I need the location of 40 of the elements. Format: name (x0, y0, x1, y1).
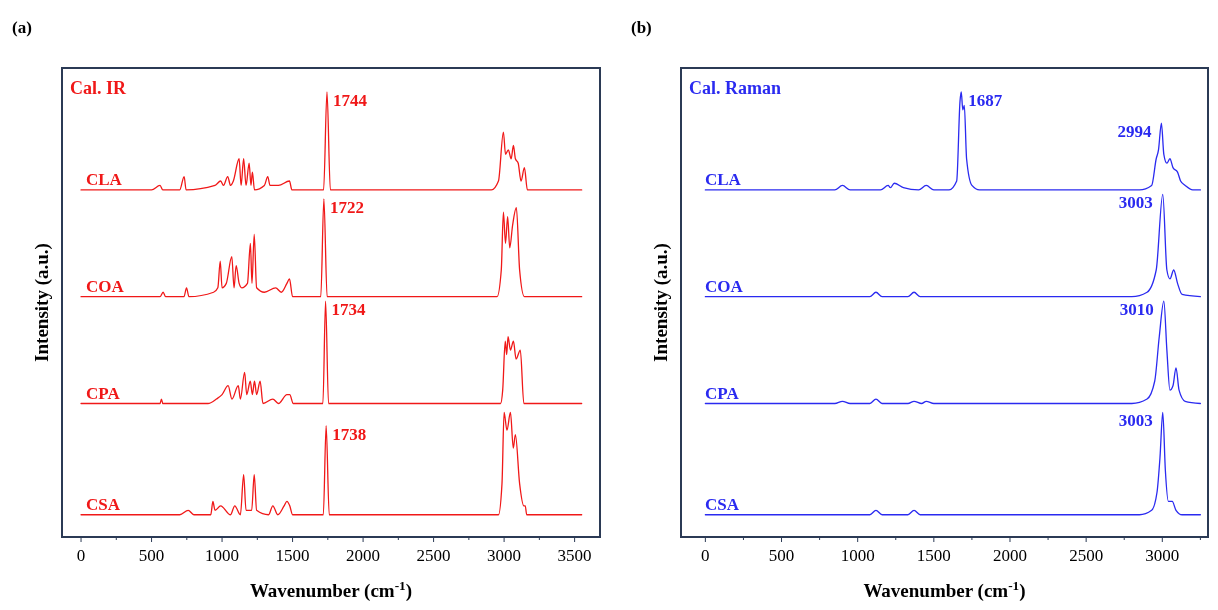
series-label: CSA (86, 494, 121, 514)
series-label: CPA (86, 383, 121, 403)
annotation: 3003 (1118, 193, 1153, 213)
x-axis-title: Wavenumber (cm$^{-1}$) (249, 577, 413, 602)
annotation: 1687 (968, 91, 1003, 110)
series-label: COA (705, 276, 744, 296)
annotation: 1734 (331, 300, 367, 320)
annotation: 1722 (329, 197, 364, 217)
y-axis-title: Intensity (a.u.) (31, 243, 53, 362)
x-tick-label: 1500 (916, 546, 951, 565)
x-tick-label: 500 (138, 546, 165, 565)
x-tick-label: 500 (768, 546, 795, 565)
x-tick-label: 0 (701, 546, 710, 565)
x-tick-label: 3000 (1145, 546, 1180, 565)
annotation: Cal. Raman (689, 78, 782, 98)
series-label: CLA (705, 169, 742, 189)
chart-title: (b) (631, 18, 652, 37)
series-label: CSA (705, 494, 740, 514)
annotation: 1744 (332, 91, 368, 110)
x-tick-label: 0 (76, 546, 86, 565)
annotation: 1738 (332, 424, 367, 444)
x-tick-label: 1000 (840, 546, 875, 565)
x-tick-label: 2500 (416, 546, 451, 565)
x-tick-label: 3500 (557, 546, 592, 565)
x-tick-label: 2000 (992, 546, 1027, 565)
x-axis-title: Wavenumber (cm$^{-1}$) (863, 577, 1026, 602)
series-label: CPA (705, 383, 740, 403)
annotation: 3010 (1119, 300, 1154, 320)
series-label: CLA (86, 169, 123, 189)
x-tick-label: 1500 (275, 546, 310, 565)
x-tick-label: 3000 (487, 546, 522, 565)
x-tick-label: 1000 (205, 546, 240, 565)
series-label: COA (86, 276, 125, 296)
annotation: 3003 (1118, 411, 1153, 431)
x-tick-label: 2500 (1069, 546, 1104, 565)
annotation: Cal. IR (70, 78, 127, 98)
x-tick-label: 2000 (346, 546, 381, 565)
annotation: 2994 (1117, 122, 1152, 142)
y-axis-title: Intensity (a.u.) (650, 243, 672, 362)
chart-title: (a) (12, 18, 32, 37)
